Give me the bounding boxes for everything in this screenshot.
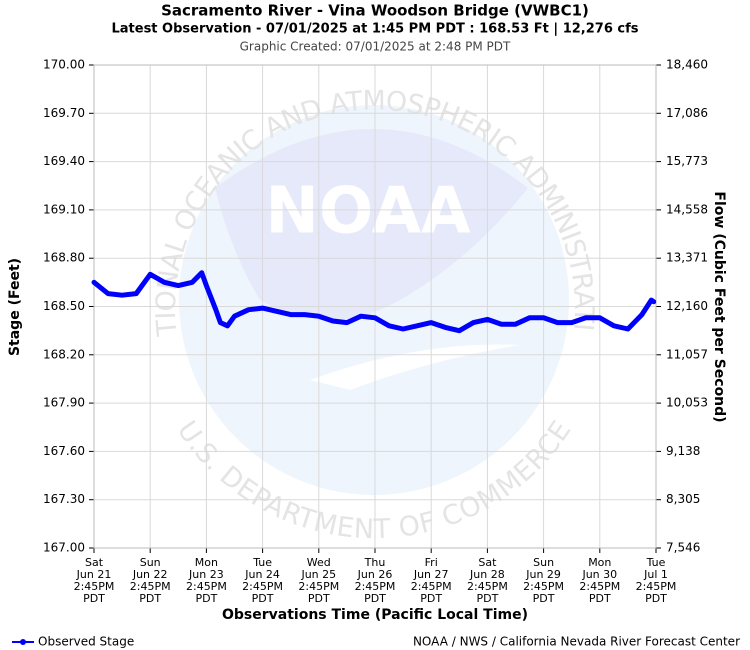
y-tick-label: 167.00: [43, 541, 85, 555]
x-tick-label: 2:45PM: [467, 580, 508, 593]
x-tick-label: Sun: [533, 556, 554, 569]
legend-marker: [20, 639, 26, 645]
x-tick-label: 2:45PM: [355, 580, 396, 593]
x-tick-label: PDT: [83, 592, 105, 605]
y2-axis-label: Flow (Cubic Feet per Second): [711, 191, 727, 422]
chart-title: Sacramento River - Vina Woodson Bridge (…: [161, 2, 589, 20]
x-axis-label: Observations Time (Pacific Local Time): [222, 607, 528, 623]
chart-subtitle: Latest Observation - 07/01/2025 at 1:45 …: [111, 22, 638, 37]
x-tick-label: Jun 28: [469, 568, 505, 581]
x-tick-label: Jun 30: [581, 568, 617, 581]
x-tick-label: 2:45PM: [130, 580, 171, 593]
x-tick-label: Jun 21: [76, 568, 112, 581]
x-tick-label: PDT: [195, 592, 217, 605]
x-tick-label: 2:45PM: [298, 580, 339, 593]
x-tick-label: Mon: [588, 556, 611, 569]
x-tick-label: PDT: [533, 592, 555, 605]
x-tick-label: 2:45PM: [636, 580, 677, 593]
y-tick-label: 168.80: [43, 251, 85, 265]
plot-frame: [93, 64, 657, 549]
x-tick-label: Jun 26: [357, 568, 393, 581]
x-tick-label: PDT: [645, 592, 667, 605]
x-tick-label: Wed: [307, 556, 331, 569]
x-tick-label: Tue: [252, 556, 272, 569]
legend-label: Observed Stage: [38, 635, 134, 649]
y2-tick-label: 13,371: [666, 251, 708, 265]
x-tick-label: 2:45PM: [242, 580, 283, 593]
y-tick-label: 169.40: [43, 154, 85, 168]
x-tick-label: Jul 1: [643, 568, 668, 581]
x-tick-label: 2:45PM: [74, 580, 115, 593]
x-tick-label: Mon: [195, 556, 218, 569]
y2-tick-label: 7,546: [666, 541, 700, 555]
x-tick-label: Jun 29: [525, 568, 561, 581]
x-tick-label: 2:45PM: [579, 580, 620, 593]
y-tick-label: 169.10: [43, 202, 85, 216]
y-tick-label: 167.90: [43, 396, 85, 410]
x-tick-label: 2:45PM: [411, 580, 452, 593]
x-tick-label: PDT: [252, 592, 274, 605]
y-axis-label: Stage (Feet): [7, 258, 23, 356]
y-tick-label: 169.70: [43, 106, 85, 120]
x-tick-label: 2:45PM: [186, 580, 227, 593]
y2-tick-label: 15,773: [666, 154, 708, 168]
y2-tick-label: 8,305: [666, 492, 700, 506]
created-note: Graphic Created: 07/01/2025 at 2:48 PM P…: [240, 40, 511, 54]
x-tick-label: PDT: [364, 592, 386, 605]
watermark: NOAA NATIONAL OCEANIC AND ATMOSPHERIC AD…: [0, 0, 600, 545]
x-tick-label: Jun 25: [300, 568, 336, 581]
footer: NOAA / NWS / California Nevada River For…: [413, 635, 740, 649]
x-tick-label: Jun 23: [188, 568, 224, 581]
x-tick-label: Sat: [85, 556, 104, 569]
x-tick-label: 2:45PM: [523, 580, 564, 593]
y2-tick-label: 11,057: [666, 347, 708, 361]
y2-tick-label: 9,138: [666, 444, 700, 458]
y2-tick-label: 12,160: [666, 299, 708, 313]
y-tick-label: 168.20: [43, 347, 85, 361]
y-tick-label: 167.30: [43, 492, 85, 506]
y-tick-label: 167.60: [43, 444, 85, 458]
logo-wave: [310, 344, 520, 390]
x-tick-label: Sun: [140, 556, 161, 569]
y-tick-label: 168.50: [43, 299, 85, 313]
logo-gull: [215, 129, 528, 320]
logo-text: NOAA: [265, 175, 471, 249]
y2-tick-label: 10,053: [666, 396, 708, 410]
x-tick-label: PDT: [139, 592, 161, 605]
x-tick-label: Tue: [646, 556, 666, 569]
x-tick-label: Sat: [478, 556, 497, 569]
y2-tick-label: 17,086: [666, 106, 708, 120]
series-line: [91, 270, 657, 334]
y2-tick-label: 14,558: [666, 202, 708, 216]
x-tick-label: Jun 22: [132, 568, 168, 581]
y2-tick-label: 18,460: [666, 58, 708, 72]
x-tick-label: PDT: [476, 592, 498, 605]
x-tick-label: Jun 27: [413, 568, 449, 581]
x-tick-label: Jun 24: [244, 568, 280, 581]
x-tick-label: Fri: [425, 556, 438, 569]
x-tick-label: PDT: [420, 592, 442, 605]
x-tick-label: PDT: [308, 592, 330, 605]
x-tick-label: PDT: [589, 592, 611, 605]
y-tick-label: 170.00: [43, 58, 85, 72]
x-tick-label: Thu: [364, 556, 386, 569]
